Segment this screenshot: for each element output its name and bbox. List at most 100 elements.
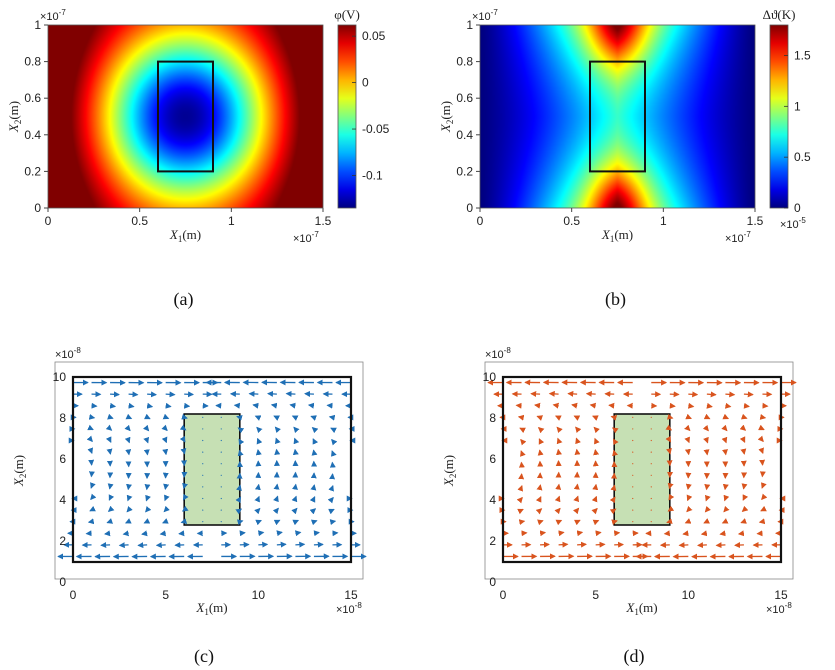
vector-arrow	[202, 451, 204, 453]
vector-arrow	[686, 505, 693, 513]
vector-arrow	[721, 518, 729, 524]
y-tick-label: 0.6	[24, 91, 41, 105]
vector-arrow	[137, 542, 148, 549]
vector-arrow	[165, 402, 172, 409]
vector-arrow	[104, 530, 111, 537]
vector-arrow	[516, 496, 523, 504]
vector-arrow	[141, 530, 148, 537]
vector-arrow	[146, 402, 154, 409]
vector-arrow	[273, 415, 280, 421]
vector-arrow	[144, 413, 151, 420]
vector-arrow	[740, 518, 747, 524]
vector-arrow	[608, 402, 615, 409]
y-exponent-base: ×10	[485, 349, 504, 361]
y-label-unit: (m)	[6, 101, 21, 120]
vector-arrow	[684, 436, 690, 444]
x-label-unit: (m)	[639, 600, 658, 615]
vector-arrow	[293, 426, 300, 434]
y-label-unit: (m)	[438, 101, 453, 120]
vector-arrow	[610, 415, 618, 421]
x-exponent-base: ×10	[293, 233, 312, 245]
y-label-main: X	[6, 123, 21, 133]
x-tick-label: 1.5	[747, 214, 764, 228]
vector-arrow	[237, 427, 245, 434]
vector-arrow	[665, 435, 672, 443]
y-tick-label: 4	[489, 493, 496, 507]
vector-arrow	[721, 436, 728, 444]
vector-arrow	[235, 508, 243, 515]
panel-caption: (b)	[605, 289, 626, 310]
x-tick-label: 1	[228, 214, 235, 228]
vector-arrow	[723, 494, 730, 502]
x-label-subscript: 1	[178, 234, 183, 244]
vector-arrow	[124, 518, 132, 524]
plot-frame	[479, 24, 756, 209]
vector-arrow	[291, 495, 298, 503]
panel-caption: (a)	[174, 289, 194, 310]
vector-arrow	[573, 507, 580, 515]
y-tick-label: 0	[59, 575, 66, 589]
x-exponent: ×10-8	[336, 601, 362, 616]
vector-arrow	[632, 463, 634, 465]
vector-arrow	[724, 402, 732, 409]
vector-arrow	[687, 402, 695, 409]
y-tick-label: 0.2	[24, 164, 41, 178]
vector-arrow	[517, 414, 525, 421]
y-tick-label: 8	[59, 411, 66, 425]
vector-arrow	[722, 413, 730, 420]
x-axis-label: X1(m)	[195, 600, 227, 617]
y-tick-label: 2	[59, 534, 66, 548]
vector-arrow	[273, 519, 281, 526]
vector-arrow	[650, 463, 652, 465]
vector-field	[57, 379, 367, 560]
x-label-unit: (m)	[209, 600, 228, 615]
vector-arrow	[143, 424, 150, 432]
y-exponent-power: -8	[504, 346, 512, 355]
y-label-main: X	[441, 477, 456, 487]
y-axis-label: X2(m)	[11, 455, 28, 487]
x-tick-label: 5	[592, 588, 599, 602]
vector-arrow	[556, 426, 563, 434]
vector-arrow	[577, 541, 587, 548]
y-tick-label: 0.8	[456, 55, 473, 69]
vector-arrow	[107, 505, 115, 512]
quiver-panel-d	[484, 361, 797, 580]
x-axis-label-text: X1(m)	[195, 600, 227, 617]
vector-arrow	[202, 497, 204, 500]
vector-arrow	[128, 391, 139, 398]
colorbar-tick-label: 0.05	[362, 29, 386, 43]
vector-arrow	[575, 426, 582, 434]
vector-arrow	[558, 541, 569, 548]
vector-arrow	[291, 507, 298, 515]
vector-arrow	[758, 518, 766, 525]
vector-arrow	[667, 505, 675, 512]
y-tick-label: 1	[466, 18, 473, 32]
vector-arrow	[310, 519, 318, 526]
vector-arrow	[703, 413, 711, 420]
vector-arrow	[257, 530, 265, 537]
vector-arrow	[725, 391, 736, 398]
x-tick-label: 5	[162, 588, 169, 602]
x-tick-label: 0	[70, 588, 77, 602]
x-label-subscript: 1	[634, 607, 639, 617]
vector-arrow	[273, 495, 279, 503]
y-exponent: ×10-8	[485, 346, 511, 361]
vector-arrow	[682, 530, 689, 537]
vector-arrow	[538, 438, 545, 445]
vector-arrow	[220, 463, 222, 465]
domain-boundary	[501, 375, 783, 564]
vector-arrow	[178, 530, 185, 537]
vector-arrow	[87, 424, 94, 431]
y-axis-label: X2(m)	[438, 101, 455, 133]
vector-arrow	[536, 415, 544, 421]
heatmap-panel-a	[47, 24, 324, 209]
vector-arrow	[126, 494, 133, 502]
vector-arrow	[236, 415, 243, 421]
vector-arrow	[291, 415, 299, 421]
panel-caption: (d)	[624, 646, 645, 667]
x-tick-label: 10	[252, 588, 266, 602]
vector-arrow	[202, 474, 204, 476]
x-tick-label: 10	[682, 588, 696, 602]
colorbar-label: φ(V)	[334, 7, 360, 22]
colorbar-tick-label: -0.05	[362, 122, 390, 136]
